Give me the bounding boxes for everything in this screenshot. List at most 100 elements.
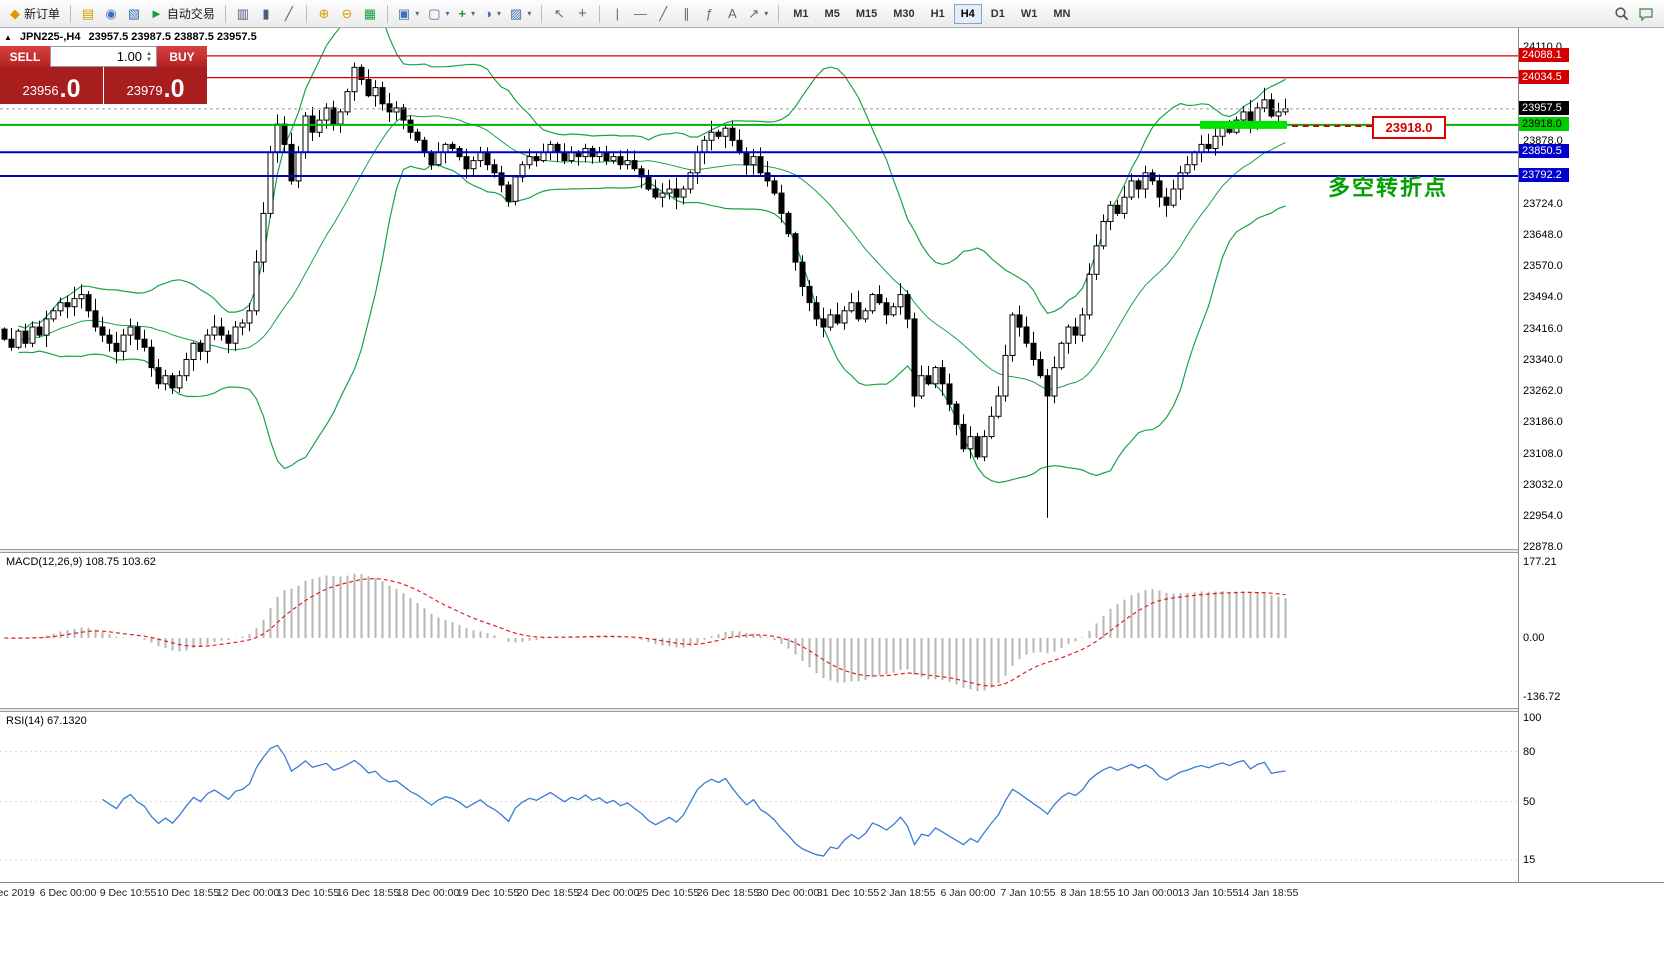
templates-button[interactable]: ▨ ▾ (506, 3, 535, 25)
bar-chart-icon: ▥ (236, 6, 250, 21)
toolbar-separator (541, 4, 543, 23)
periods-button[interactable]: ◑ ▾ (480, 3, 505, 25)
zoom-out-icon: ⊖ (341, 6, 353, 21)
time-axis-label: 24 Dec 00:00 (576, 887, 640, 899)
axis-tick: 23648.0 (1523, 228, 1563, 241)
axis-tick: 23340.0 (1523, 353, 1563, 366)
zoom-out-button[interactable]: ⊖ (336, 3, 358, 25)
dropdown-caret-icon: ▾ (764, 9, 769, 18)
search-button[interactable] (1610, 3, 1634, 25)
timeframe-mn[interactable]: MN (1046, 4, 1077, 24)
bar-chart-button[interactable]: ▥ (232, 3, 254, 25)
dropdown-caret-icon: ▾ (471, 9, 476, 18)
timeframe-m1[interactable]: M1 (786, 4, 815, 24)
arrows-tool-button[interactable]: ↗ ▾ (744, 3, 772, 25)
axis-tick: 23724.0 (1523, 197, 1563, 210)
buy-price[interactable]: 23979 .0 (104, 67, 207, 104)
new-chart-button[interactable]: ▣ ▾ (394, 3, 423, 25)
macd-canvas[interactable] (0, 553, 1518, 708)
time-axis-label: 9 Dec 10:55 (99, 887, 157, 899)
market-watch-button[interactable]: ◉ (100, 3, 122, 25)
timeframe-d1[interactable]: D1 (984, 4, 1012, 24)
new-chart-icon: ▣ (397, 6, 411, 21)
crosshair-icon: + (577, 5, 587, 22)
zoom-in-icon: ⊕ (318, 6, 330, 21)
axis-tick: 22878.0 (1523, 541, 1563, 553)
axis-tick: 23416.0 (1523, 322, 1563, 335)
navigator-button[interactable]: ▧ (123, 3, 145, 25)
timeframe-h4[interactable]: H4 (953, 3, 982, 24)
chart-header: ▲ JPN225-,H4 23957.5 23987.5 23887.5 239… (4, 31, 257, 43)
text-tool-icon: A (727, 6, 737, 21)
panel-separator[interactable] (0, 549, 1664, 553)
rsi-series (0, 744, 1518, 861)
trade-panel-toggle[interactable]: ▲ (4, 32, 12, 42)
templates-icon: ▨ (510, 6, 523, 21)
vertical-line-button[interactable]: | (606, 3, 628, 25)
time-axis-label: 31 Dec 10:55 (816, 887, 880, 899)
candle-chart-button[interactable]: ▮ (255, 3, 277, 25)
axis-tick: 22954.0 (1523, 510, 1563, 523)
time-axis-label: 7 Jan 10:55 (1000, 887, 1056, 899)
sell-price[interactable]: 23956 .0 (0, 67, 103, 104)
timeframe-m30[interactable]: M30 (886, 4, 921, 24)
time-axis-label: 10 Dec 18:55 (156, 887, 220, 899)
time-axis-label: 6 Jan 00:00 (940, 887, 996, 899)
toolbar-separator (224, 4, 226, 23)
volume-down-icon[interactable]: ▼ (146, 56, 152, 63)
sell-button[interactable]: SELL (0, 46, 50, 67)
timeframe-h1[interactable]: H1 (924, 4, 952, 24)
time-axis-label: 26 Dec 18:55 (696, 887, 760, 899)
arrows-tool-icon: ↗ (748, 6, 760, 21)
axis-tick: 100 (1523, 712, 1542, 725)
fibonacci-button[interactable]: ƒ (698, 3, 720, 25)
line-chart-button[interactable]: ╱ (278, 3, 300, 25)
price-chart-canvas[interactable] (0, 28, 1518, 549)
zoom-in-button[interactable]: ⊕ (313, 3, 335, 25)
chat-button[interactable] (1634, 3, 1658, 25)
one-click-trade-panel: SELL 1.00 ▲ ▼ BUY 23956 .0 23979 .0 (0, 46, 207, 104)
timeframe-m15[interactable]: M15 (849, 4, 884, 24)
buy-price-frac: .0 (163, 75, 185, 103)
time-axis-label: 20 Dec 18:55 (516, 887, 580, 899)
profiles-button[interactable]: ▢ ▾ (424, 3, 453, 25)
axis-price-marker: 23918.0 (1519, 116, 1569, 131)
profiles-icon: ▢ (428, 6, 441, 21)
axis-price-marker: 23850.5 (1519, 144, 1569, 159)
buy-button[interactable]: BUY (157, 46, 207, 67)
volume-input[interactable]: 1.00 ▲ ▼ (50, 46, 157, 67)
navigator-icon: ▧ (127, 6, 141, 21)
line-chart-icon: ╱ (284, 6, 293, 21)
axis-price-marker: 24034.5 (1519, 69, 1569, 84)
trendline-button[interactable]: ╱ (652, 3, 674, 25)
auto-trading-button[interactable]: ► 自动交易 (146, 3, 219, 25)
tile-windows-button[interactable]: ▦ (359, 3, 381, 25)
channel-button[interactable]: ∥ (675, 3, 697, 25)
price-axis[interactable]: 24110.023878.023724.023648.023570.023494… (1518, 28, 1664, 902)
rsi-canvas[interactable] (0, 712, 1518, 882)
chart-shift-icon: ▤ (81, 6, 95, 21)
axis-tick: 50 (1523, 795, 1536, 808)
axis-tick: 23186.0 (1523, 416, 1563, 428)
level-highlight (1200, 120, 1287, 129)
volume-up-icon[interactable]: ▲ (146, 50, 152, 57)
panel-separator[interactable] (0, 708, 1664, 712)
timeframe-w1[interactable]: W1 (1014, 4, 1045, 24)
chart-shift-button[interactable]: ▤ (77, 3, 99, 25)
time-axis-label: 13 Jan 10:55 (1177, 887, 1239, 899)
indicators-button[interactable]: + ▾ (455, 3, 480, 25)
axis-tick: 0.00 (1523, 632, 1545, 644)
dropdown-caret-icon: ▾ (415, 9, 420, 18)
time-axis-label: 25 Dec 10:55 (636, 887, 700, 899)
new-order-button[interactable]: ◆ 新订单 (6, 3, 64, 25)
text-tool-button[interactable]: A (721, 3, 743, 25)
crosshair-button[interactable]: + (571, 3, 593, 25)
cursor-button[interactable]: ↖ (548, 3, 570, 25)
timeframe-m5[interactable]: M5 (818, 4, 847, 24)
horizontal-line-button[interactable]: — (629, 3, 651, 25)
axis-price-marker: 23957.5 (1519, 100, 1569, 115)
callout-connector (1292, 125, 1372, 127)
dropdown-caret-icon: ▾ (497, 9, 502, 18)
price-callout-box[interactable]: 23918.0 (1372, 116, 1446, 139)
